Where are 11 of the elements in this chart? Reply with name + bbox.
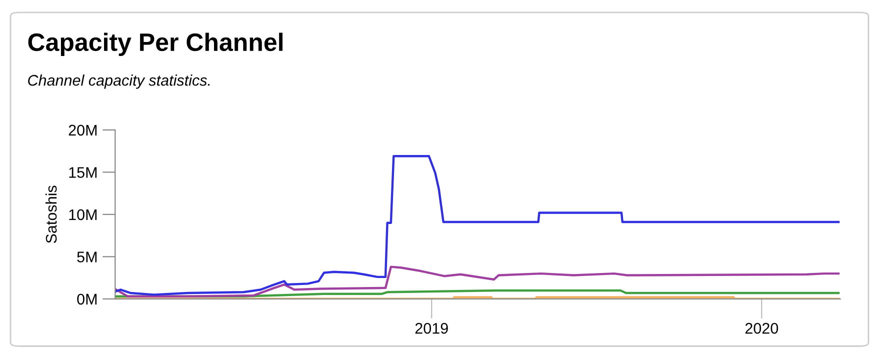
x-tick-label: 2020 bbox=[745, 322, 778, 334]
chart-title: Capacity Per Channel bbox=[28, 32, 283, 56]
x-tick-label: 2019 bbox=[415, 322, 448, 334]
chart-subtitle: Channel capacity statistics. bbox=[28, 74, 210, 89]
y-tick-label: 15M bbox=[69, 167, 97, 178]
y-tick-label: 5M bbox=[77, 252, 97, 262]
y-tick-label: 20M bbox=[68, 124, 97, 136]
y-tick-label: 0M bbox=[77, 294, 97, 305]
line-series bbox=[115, 155, 840, 296]
y-axis-title: Satoshis bbox=[45, 186, 57, 244]
y-tick-label: 10M bbox=[69, 209, 97, 220]
